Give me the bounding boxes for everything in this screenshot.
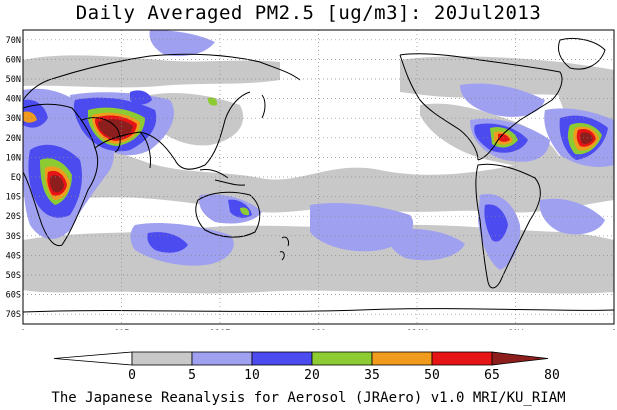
legend-label: 20 <box>304 368 320 383</box>
map-grid <box>23 30 614 324</box>
footer-credit: The Japanese Reanalysis for Aerosol (JRA… <box>51 390 566 406</box>
lat-label: 60N <box>6 55 21 65</box>
legend-swatch <box>371 351 433 366</box>
coastlines <box>23 37 614 313</box>
lat-label: 50N <box>6 75 21 85</box>
legend-label: 10 <box>244 368 260 383</box>
legend-swatch <box>491 351 549 366</box>
legend-label: 50 <box>424 368 440 383</box>
lat-label: 20N <box>6 134 21 144</box>
lat-label: 40N <box>6 95 21 105</box>
longitude-labels: 0 60E 120E 180 120W 60W 0 <box>20 329 616 330</box>
legend-swatch <box>251 351 313 366</box>
lat-label: 50S <box>6 271 21 281</box>
lat-label: 60S <box>6 291 21 301</box>
lat-label: 40S <box>6 251 21 261</box>
level-80-field <box>49 119 593 193</box>
legend-label: 80 <box>544 368 560 383</box>
lon-label: 180 <box>311 329 326 330</box>
legend-labels: 0 5 10 20 35 50 65 80 <box>128 368 560 383</box>
legend-swatch <box>191 351 253 366</box>
legend-swatch <box>431 351 493 366</box>
legend-swatch <box>311 351 373 366</box>
map-title: Daily Averaged PM2.5 [ug/m3]: 20Jul2013 <box>75 2 542 24</box>
map-frame <box>22 29 615 325</box>
lon-label: 60E <box>114 329 129 330</box>
lat-label: 10S <box>6 193 21 203</box>
legend-label: 35 <box>364 368 380 383</box>
lat-label: 10N <box>6 153 21 163</box>
legend-color-bar <box>53 351 549 366</box>
lon-label: 0 <box>20 329 25 330</box>
lat-label: 20S <box>6 212 21 222</box>
legend-swatch <box>53 351 133 366</box>
legend-swatch <box>131 351 193 366</box>
legend-label: 5 <box>188 368 196 383</box>
color-legend: 0 5 10 20 35 50 65 80 <box>53 351 560 383</box>
lat-label: 70S <box>6 310 21 320</box>
lon-label: 120W <box>407 329 428 330</box>
lat-label: 30S <box>6 232 21 242</box>
lat-label: EQ <box>11 173 21 183</box>
lon-label: 60W <box>508 329 524 330</box>
lon-label: 0 <box>611 329 616 330</box>
latitude-labels: 70N 60N 50N 40N 30N 20N 10N EQ 10S 20S 30S 40S 50S 60… <box>6 36 21 320</box>
lon-label: 120E <box>210 329 230 330</box>
lat-label: 30N <box>6 114 21 124</box>
legend-label: 0 <box>128 368 136 383</box>
pm25-map: 70N 60N 50N 40N 30N 20N 10N EQ 10S 20S 30S 40S 50S 60… <box>6 29 617 330</box>
lat-label: 70N <box>6 36 21 46</box>
legend-label: 65 <box>484 368 500 383</box>
